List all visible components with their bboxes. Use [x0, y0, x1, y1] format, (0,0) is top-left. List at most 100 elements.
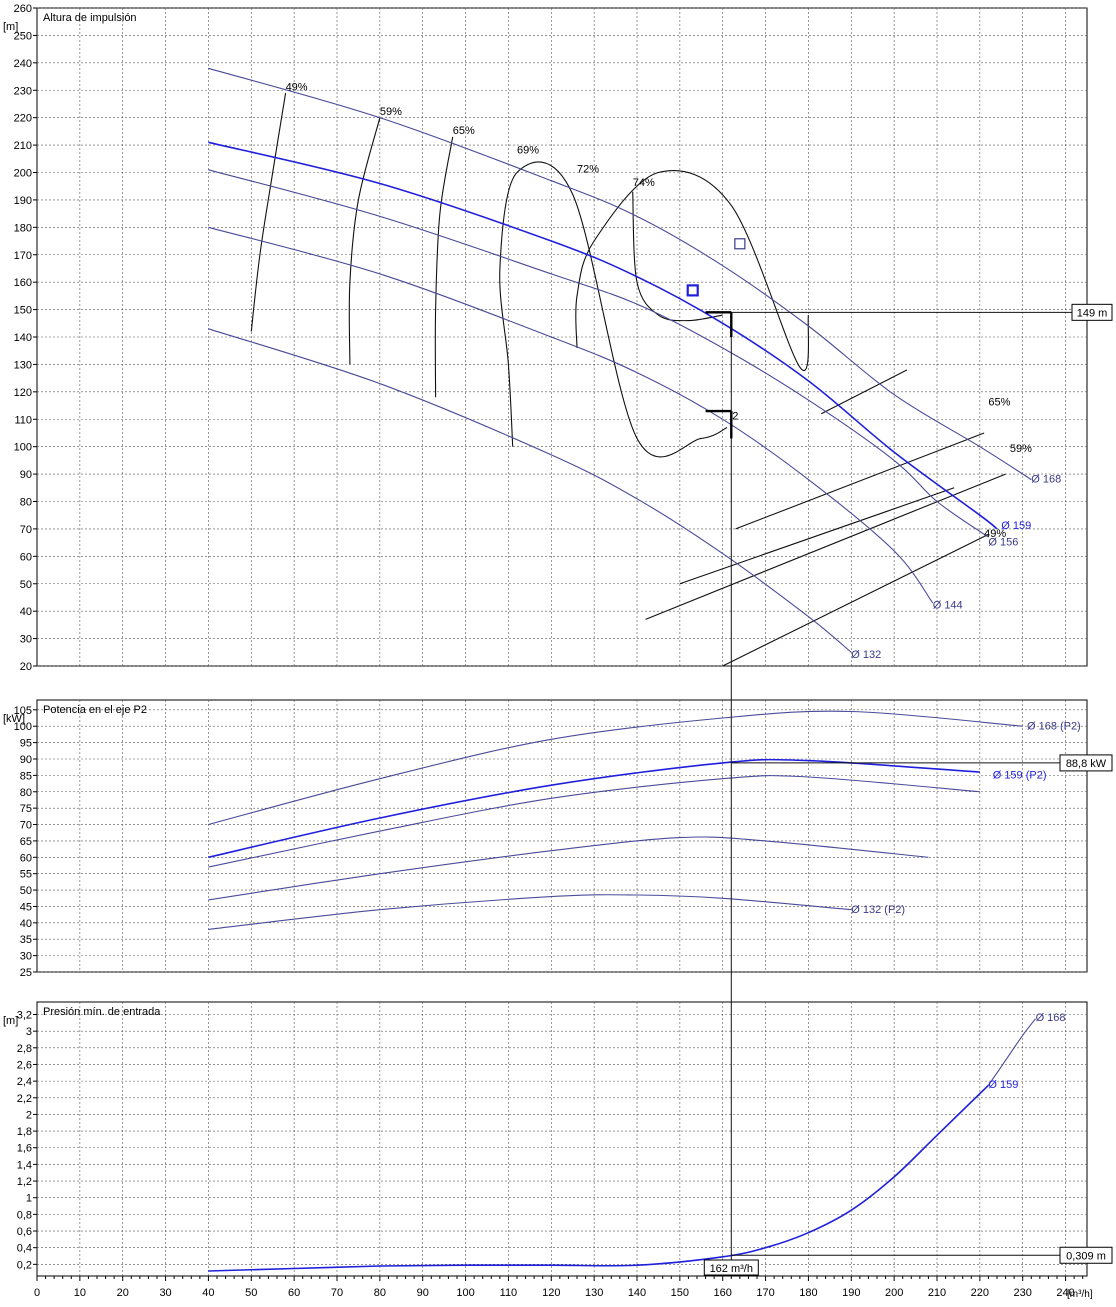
efficiency-label: 59% — [380, 106, 402, 118]
x-tick-label: 160 — [714, 1287, 732, 1299]
plot-frame — [36, 1001, 1088, 1277]
flow-readout: 162 m³/h — [710, 1263, 753, 1275]
efficiency-curve — [499, 161, 728, 458]
impeller-curve — [208, 141, 998, 530]
x-tick-label: 0 — [34, 1287, 40, 1299]
y-tick-label: 85 — [20, 770, 32, 782]
flow-readout-box — [703, 1259, 759, 1276]
y-tick-label: 160 — [14, 277, 32, 289]
y-tick-label: 2,8 — [17, 1043, 32, 1055]
y-tick-label: 1,4 — [17, 1159, 32, 1171]
y-tick-label: 45 — [20, 901, 32, 913]
y-tick-label: 260 — [14, 3, 32, 15]
panel-title: Altura de impulsión — [43, 12, 137, 24]
x-tick-label: 80 — [374, 1287, 386, 1299]
impeller-curve — [987, 1018, 1037, 1086]
y-tick-label: 70 — [20, 524, 32, 536]
y-tick-label: 105 — [14, 705, 32, 717]
efficiency-label: 74% — [633, 177, 655, 189]
series-label: Ø 159 — [1001, 520, 1031, 532]
y-tick-label: 2,6 — [17, 1059, 32, 1071]
impeller-curve — [208, 226, 934, 604]
y-tick-label: 70 — [20, 820, 32, 832]
impeller-curve — [208, 1084, 989, 1272]
y-tick-label: 60 — [20, 852, 32, 864]
y-tick-label: 40 — [20, 918, 32, 930]
power-readout: 88,8 kW — [1066, 758, 1107, 770]
y-tick-label: 0,4 — [17, 1243, 32, 1255]
y-tick-label: 150 — [14, 305, 32, 317]
efficiency-curve-segment — [722, 533, 989, 667]
x-tick-label: 240 — [1056, 1287, 1074, 1299]
series-label: Ø 159 (P2) — [993, 770, 1047, 782]
impeller-curve — [208, 710, 1023, 826]
efficiency-curve — [250, 92, 287, 332]
impeller-curve — [208, 169, 989, 538]
y-tick-label: 90 — [20, 754, 32, 766]
y-tick-label: 120 — [14, 387, 32, 399]
y-tick-label: 30 — [20, 951, 32, 963]
efficiency-label: 69% — [517, 144, 539, 156]
efficiency-label: 65% — [988, 397, 1010, 409]
npsh-readout-box — [1059, 1246, 1113, 1264]
x-tick-label: 20 — [117, 1287, 129, 1299]
y-tick-label: 1,8 — [17, 1126, 32, 1138]
x-tick-label: 110 — [500, 1287, 518, 1299]
y-tick-label: 100 — [14, 721, 32, 733]
y-tick-label: 210 — [14, 140, 32, 152]
x-tick-label: 190 — [842, 1287, 860, 1299]
y-tick-label: 95 — [20, 738, 32, 750]
x-unit-label: [m³/h] — [1067, 1289, 1093, 1300]
x-tick-label: 30 — [159, 1287, 171, 1299]
duty-point-marker — [686, 284, 699, 297]
efficiency-label: 72% — [577, 164, 599, 176]
y-tick-label: 2 — [26, 1109, 32, 1121]
y-tick-label: 80 — [20, 787, 32, 799]
efficiency-label: 49% — [286, 81, 308, 93]
y-tick-label: 1,2 — [17, 1176, 32, 1188]
y-tick-label: 35 — [20, 934, 32, 946]
efficiency-label: 65% — [453, 125, 475, 137]
y-tick-label: 110 — [14, 414, 32, 426]
power-panel: 25 30 35 40 45 50 55 60 65 70 75 80 85 90 95 100 105 Pote… — [3, 699, 1088, 979]
y-tick-label: 25 — [20, 967, 32, 979]
efficiency-curve-segment — [821, 369, 908, 415]
y-tick-label: 30 — [20, 634, 32, 646]
y-tick-label: 0,2 — [17, 1259, 32, 1271]
y-tick-label: 55 — [20, 869, 32, 881]
x-tick-label: 150 — [671, 1287, 689, 1299]
x-tick-label: 200 — [885, 1287, 903, 1299]
y-unit-label: [m] — [3, 1015, 18, 1027]
efficiency-curve — [632, 191, 723, 322]
y-tick-label: 60 — [20, 551, 32, 563]
x-tick-label: 120 — [542, 1287, 560, 1299]
x-tick-label: 180 — [799, 1287, 817, 1299]
y-tick-label: 65 — [20, 836, 32, 848]
x-tick-label: 140 — [628, 1287, 646, 1299]
y-tick-label: 100 — [14, 442, 32, 454]
y-tick-label: 90 — [20, 469, 32, 481]
panel-title: Potencia en el eje P2 — [43, 704, 147, 716]
operating-point-layer: 2 149 m 88,8 kW 0,309 m 162 m³/h — [686, 238, 1113, 1276]
y-unit-label: [m] — [3, 21, 18, 33]
efficiency-label: 59% — [1010, 443, 1032, 455]
flow-axis: 0 10 20 30 40 50 60 70 80 90 100 110 120 130 140 150 160… — [34, 1276, 1093, 1300]
series-label: Ø 132 (P2) — [851, 904, 905, 916]
y-tick-label: 250 — [14, 30, 32, 42]
series-label: Ø 168 — [1036, 1012, 1066, 1024]
x-tick-label: 60 — [288, 1287, 300, 1299]
y-tick-label: 170 — [14, 250, 32, 262]
y-unit-label: [kW] — [3, 713, 25, 725]
impeller-curve — [208, 67, 1032, 481]
head-panel: 20 30 40 50 60 70 80 90 100 110 120 130 140 150 160 170… — [3, 3, 1088, 673]
y-tick-label: 3 — [26, 1026, 32, 1038]
y-tick-label: 220 — [14, 113, 32, 125]
y-tick-label: 80 — [20, 497, 32, 509]
plot-frame — [36, 699, 1088, 973]
y-tick-label: 50 — [20, 579, 32, 591]
y-tick-label: 190 — [14, 195, 32, 207]
series-label: Ø 156 — [988, 536, 1018, 548]
impeller-curve — [208, 775, 980, 868]
